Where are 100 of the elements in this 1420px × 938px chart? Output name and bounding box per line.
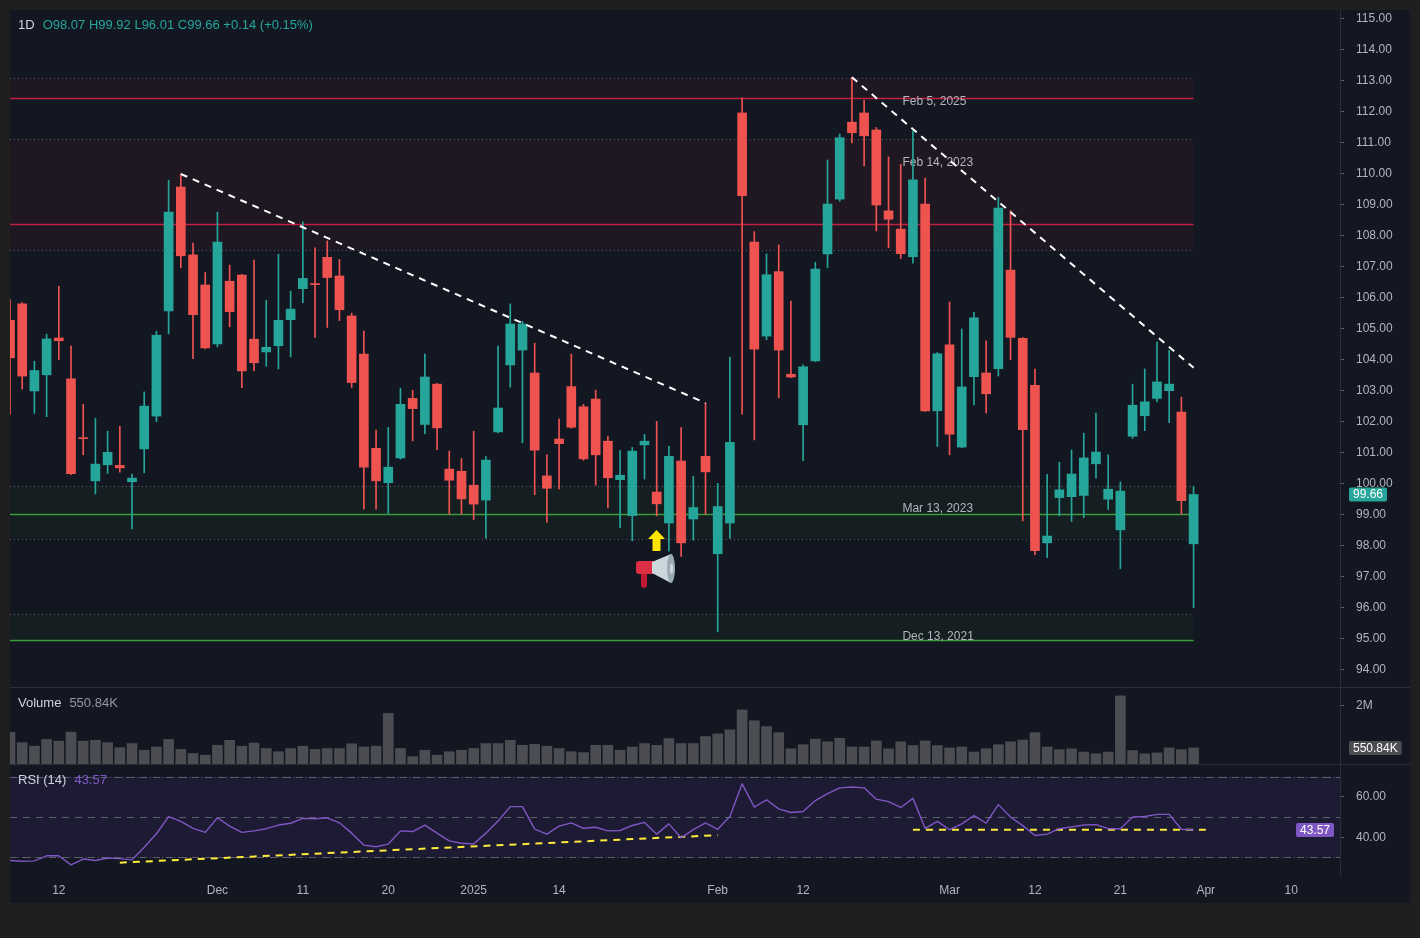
y-tick-label: 112.00 <box>1356 104 1393 119</box>
annotation: 99.66 <box>1353 487 1384 502</box>
candlestick <box>310 247 320 338</box>
y-tick-label: 107.00 <box>1356 259 1394 274</box>
y-tick-label: 95.00 <box>1356 631 1387 646</box>
bar <box>541 745 553 764</box>
x-tick-label: 10 <box>1284 882 1299 897</box>
bar <box>419 749 431 764</box>
candlestick <box>542 454 552 523</box>
bar <box>1029 732 1041 764</box>
x-tick-label: 20 <box>381 882 396 897</box>
candlestick <box>78 403 89 456</box>
x-tick-label: 2025 <box>460 882 488 897</box>
bar <box>675 743 687 764</box>
x-tick-label: 12 <box>796 882 811 897</box>
band-label: Mar 13, 2023 <box>902 500 974 515</box>
y-tick-label: 104.00 <box>1356 352 1394 367</box>
text: 550.84K <box>69 695 118 710</box>
y-tick-label: 105.00 <box>1356 321 1394 336</box>
bar <box>126 743 138 764</box>
x-tick-label: Mar <box>939 882 960 897</box>
y-tick-label: 96.00 <box>1356 600 1387 615</box>
text: Volume <box>18 695 62 710</box>
candlestick <box>53 285 64 360</box>
bar <box>236 745 248 764</box>
candlestick <box>468 430 479 520</box>
bar <box>492 743 504 764</box>
bar <box>309 749 321 764</box>
text: 1D <box>18 17 35 32</box>
bar <box>736 709 748 764</box>
x-tick-label: 12 <box>1028 882 1042 897</box>
bar <box>614 749 626 764</box>
bar <box>1041 746 1053 764</box>
candlestick <box>1164 350 1174 423</box>
bar <box>1102 751 1114 764</box>
y-tick-label: 102.00 <box>1356 414 1394 429</box>
x-tick-label: Dec <box>206 882 229 897</box>
bar <box>846 746 858 764</box>
bar <box>553 748 565 764</box>
y-tick-label: 2M <box>1356 697 1373 712</box>
bar <box>907 745 919 764</box>
text: 43.57 <box>1299 822 1331 837</box>
x-tick-label: 21 <box>1113 882 1128 897</box>
candlestick <box>383 427 394 514</box>
y-tick-label: 40.00 <box>1356 829 1387 844</box>
text: 550.84K <box>1353 740 1398 755</box>
y-tick-label: 94.00 <box>1356 662 1387 677</box>
bar <box>1090 753 1102 764</box>
bar <box>602 744 614 764</box>
y-tick-label: 98.00 <box>1356 538 1387 553</box>
bar <box>431 754 443 764</box>
bar <box>187 753 199 764</box>
candlestick <box>847 76 857 144</box>
bar <box>65 731 77 764</box>
candlestick <box>786 300 796 378</box>
x-tick-label: 11 <box>296 882 310 897</box>
candlestick <box>1103 454 1113 510</box>
y-tick-label: 109.00 <box>1356 197 1394 212</box>
candlestick <box>127 473 137 530</box>
y-tick-label: 108.00 <box>1356 228 1394 243</box>
text: O98.07 H99.92 L96.01 C99.66 +0.14 (+0.15%) <box>42 17 313 32</box>
y-tick-label: 115.00 <box>1356 11 1393 26</box>
bar <box>480 743 492 764</box>
x-tick-label: Apr <box>1196 882 1216 897</box>
bar <box>248 742 260 764</box>
candlestick <box>1042 474 1052 559</box>
y-tick-label: 110.00 <box>1356 166 1393 181</box>
bar <box>919 740 931 764</box>
bar <box>858 746 870 764</box>
bar <box>1151 752 1163 764</box>
y-tick-label: 60.00 <box>1356 789 1387 804</box>
text: RSI (14) <box>18 772 67 787</box>
bar <box>663 738 675 764</box>
candlestick <box>1139 368 1150 431</box>
bar <box>370 745 382 764</box>
y-tick-label: 99.00 <box>1356 507 1387 522</box>
x-tick-label: 12 <box>52 882 66 897</box>
candlestick <box>615 450 625 528</box>
candlestick <box>444 450 455 515</box>
bar <box>358 746 370 764</box>
candlestick <box>688 475 699 541</box>
bar <box>980 748 992 764</box>
candlestick <box>249 259 259 372</box>
candlestick <box>651 421 662 517</box>
band-label: Dec 13, 2021 <box>902 628 975 643</box>
candlestick <box>1091 412 1101 479</box>
y-tick-label: 111.00 <box>1356 135 1392 150</box>
y-tick-label: 103.00 <box>1356 383 1394 398</box>
bar <box>785 748 797 764</box>
y-tick-label: 97.00 <box>1356 569 1387 584</box>
annotation: 43.57 <box>74 772 107 787</box>
bar <box>968 751 980 764</box>
candlestick <box>114 425 125 473</box>
bar <box>797 744 809 764</box>
candlestick <box>261 299 272 367</box>
y-tick-label: 114.00 <box>1356 42 1393 57</box>
x-tick-label: 14 <box>552 882 567 897</box>
bar <box>724 729 736 764</box>
candlestick <box>322 240 333 328</box>
candlestick <box>554 418 564 490</box>
